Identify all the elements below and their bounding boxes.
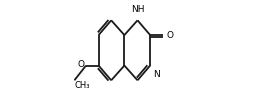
Text: NH: NH <box>131 5 144 14</box>
Text: O: O <box>167 31 174 40</box>
Text: O: O <box>78 60 85 69</box>
Text: N: N <box>153 70 160 79</box>
Text: CH₃: CH₃ <box>75 81 90 90</box>
